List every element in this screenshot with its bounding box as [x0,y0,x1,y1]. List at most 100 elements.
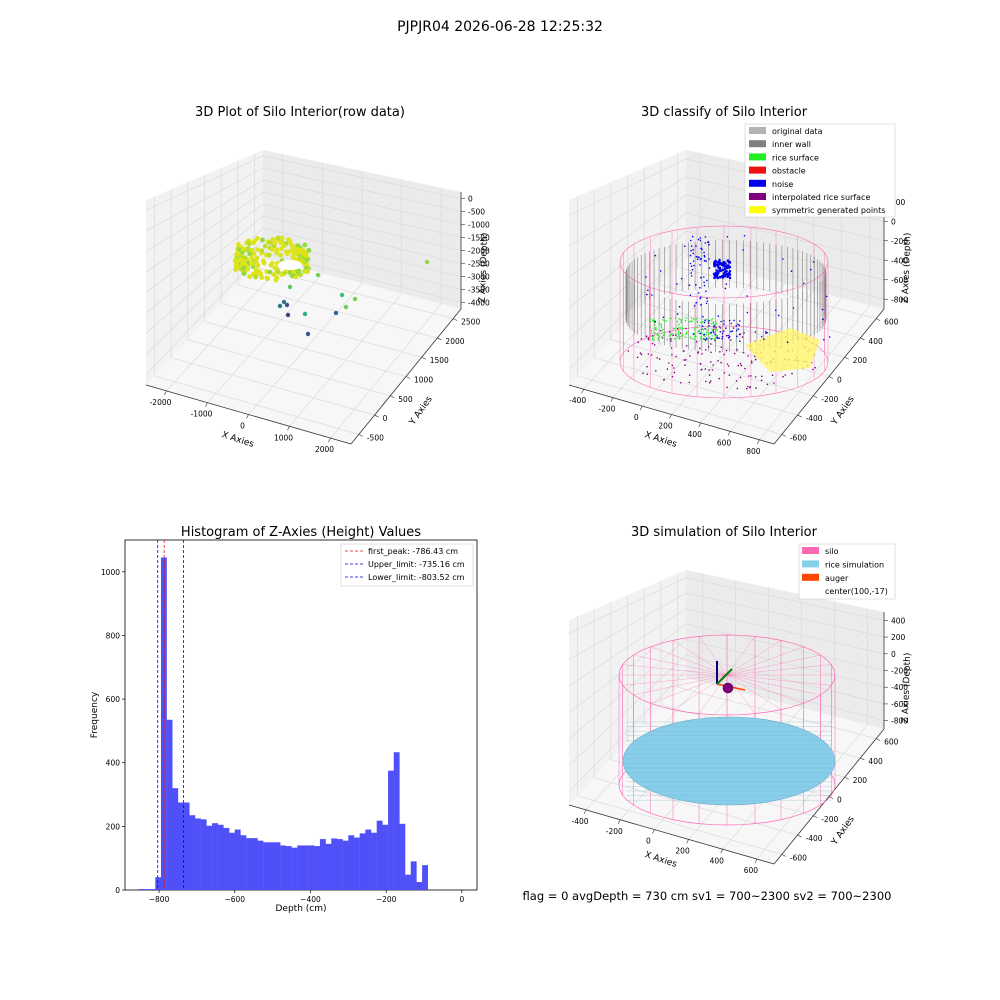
rice-surface-point [691,337,693,340]
histogram-bar [399,823,406,890]
histogram-bar [416,882,423,890]
rice-surface-point [691,320,693,322]
histogram-bar [257,840,264,890]
raw-point [285,251,290,257]
x-tick-label: 600 [744,866,759,875]
raw-point [285,312,291,318]
raw-point [305,331,311,337]
rice-surface-point [704,335,706,337]
figure-suptitle: PJPJR04 2026-06-28 12:25:32 [397,19,603,35]
noise-point [645,276,647,278]
rice-surface-point [676,336,679,338]
y-tick-label: 400 [106,759,121,768]
grid-line [289,179,402,427]
interpolated-point [661,337,664,339]
interpolated-point [725,349,728,352]
noise-point [803,282,805,285]
y-tick-label: 600 [884,318,899,327]
interpolated-point [743,332,745,334]
noise-point [702,315,704,318]
noise-point [701,325,704,328]
noise-point [700,247,702,250]
histogram-bar [331,838,338,890]
raw-point [302,259,308,265]
interpolated-point [711,369,714,371]
noise-point [695,255,698,258]
interpolated-point [740,364,743,367]
rice-surface-point [684,336,687,338]
legend-label: Lower_limit: -803.52 cm [368,573,465,582]
noise-point [688,284,691,287]
panel-classify-legend: original data inner wall rice surface obsta… [744,123,896,218]
noise-point [699,239,702,242]
noise-point [654,320,656,323]
noise-point [718,266,722,270]
noise-point [714,333,716,336]
y-tick [797,834,802,838]
y-tick-label: 600 [106,695,121,704]
noise-point [728,319,731,322]
raw-point [295,247,301,252]
interpolated-point [655,370,657,372]
silo-wire [633,654,728,676]
raw-point [275,235,281,241]
histogram-bar [274,842,281,890]
grid-line [568,577,885,634]
raw-point [261,258,266,264]
interpolated-point [669,340,672,342]
noise-point [690,249,692,252]
grid-line [154,196,359,435]
noise-point [692,252,695,255]
noise-point [733,319,735,322]
silo-wire [622,664,728,676]
noise-point [710,338,712,340]
interpolated-point [640,353,643,356]
histogram-bar [138,889,145,890]
noise-point [731,330,734,332]
legend-label: rice surface [772,153,819,162]
histogram-bar [302,845,309,890]
rice-surface-point [696,326,698,329]
raw-point [247,251,253,257]
noise-point [690,265,693,267]
raw-point [245,266,251,272]
rice-surface-point [658,323,660,325]
panel-raw-axes-box [145,150,462,445]
interpolated-point [695,340,698,343]
rice-surface-point [660,325,662,327]
rice-surface-point [690,320,692,323]
grid-line [568,212,885,309]
panel-classify: 3D classify of Silo Interior -400 -200 0 20… [568,105,913,456]
interpolated-point [747,375,750,377]
noise-point [743,235,746,237]
legend-swatch [749,179,766,187]
y-tick [876,318,881,321]
noise-point [786,341,789,344]
interpolated-point [646,373,648,376]
legend-label: noise [772,180,793,189]
raw-point [270,237,276,242]
panel-classify-y-ticks: -600 -400 -200 0 200 400 600 [781,318,899,442]
histogram-bar [189,815,196,890]
legend-label: rice simulation [825,560,884,569]
noise-point [726,236,729,238]
noise-point [689,262,692,265]
histogram-bar [172,788,179,890]
rice-surface-point [690,317,693,320]
noise-point [704,236,707,238]
y-tick [781,854,786,857]
rice-surface-point [655,328,657,331]
noise-point [690,272,692,274]
interpolated-point [736,349,738,351]
grid-line [610,182,814,397]
interpolated-point [725,334,728,337]
raw-point [287,239,293,245]
raw-point [267,269,273,275]
interpolated-point [723,353,726,356]
noise-point [646,293,648,296]
histogram-bar [365,829,372,890]
raw-point [249,260,255,266]
z-tick-label: -800 [891,717,908,726]
legend-swatch [749,206,766,214]
rice-surface-point [660,323,662,326]
